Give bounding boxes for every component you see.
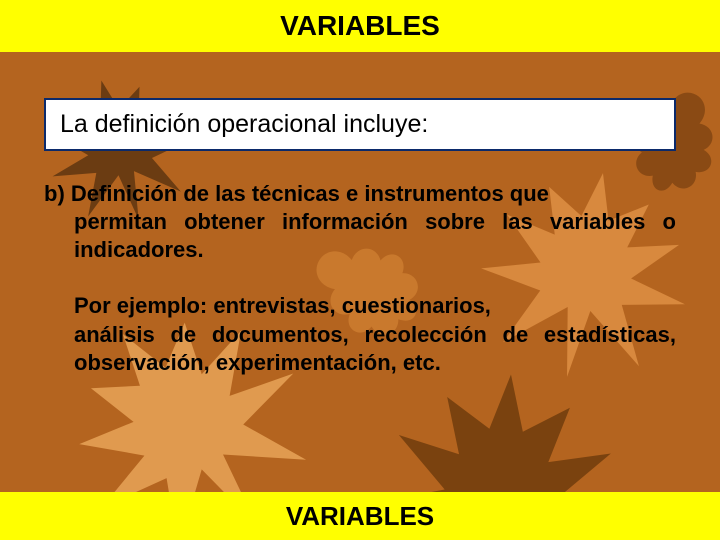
title-band-bottom: VARIABLES: [0, 492, 720, 540]
slide: VARIABLES La definición operacional incl…: [0, 0, 720, 540]
body-item-rest: permitan obtener información sobre las v…: [44, 208, 676, 264]
body-example: Por ejemplo: entrevistas, cuestionarios,…: [44, 292, 676, 376]
body-block: b) Definición de las técnicas e instrume…: [44, 180, 676, 377]
body-item-label: b): [44, 181, 65, 206]
subtitle-text: La definición operacional incluye:: [60, 110, 660, 139]
subtitle-box: La definición operacional incluye:: [44, 98, 676, 151]
body-example-rest: análisis de documentos, recolección de e…: [44, 321, 676, 377]
body-item: b) Definición de las técnicas e instrume…: [44, 180, 676, 264]
body-item-line1: Definición de las técnicas e instrumento…: [71, 181, 549, 206]
slide-title-top: VARIABLES: [280, 10, 440, 42]
slide-title-bottom: VARIABLES: [286, 501, 434, 532]
title-band-top: VARIABLES: [0, 0, 720, 52]
body-example-lead: Por ejemplo: entrevistas, cuestionarios,: [44, 292, 676, 320]
